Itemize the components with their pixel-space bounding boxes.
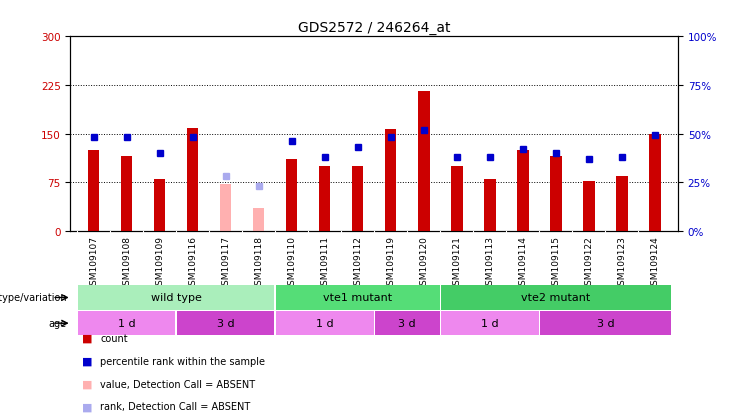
Bar — [352, 166, 364, 231]
Text: GSM109123: GSM109123 — [617, 235, 626, 290]
Bar — [616, 176, 628, 231]
Text: GSM109115: GSM109115 — [551, 235, 560, 290]
Bar — [517, 150, 528, 231]
Bar — [78, 285, 274, 310]
Text: GSM109119: GSM109119 — [386, 235, 395, 290]
Text: 3 d: 3 d — [217, 318, 234, 328]
Text: count: count — [100, 333, 127, 343]
Text: GSM109110: GSM109110 — [288, 235, 296, 290]
Bar — [220, 185, 231, 231]
Bar — [484, 180, 496, 231]
Bar — [87, 150, 99, 231]
Text: 1 d: 1 d — [118, 318, 136, 328]
Bar — [176, 311, 274, 336]
Text: GSM109107: GSM109107 — [89, 235, 98, 290]
Text: GSM109114: GSM109114 — [518, 235, 528, 290]
Text: GSM109118: GSM109118 — [254, 235, 263, 290]
Text: ■: ■ — [82, 356, 92, 366]
Bar — [550, 157, 562, 231]
Text: 1 d: 1 d — [316, 318, 333, 328]
Bar — [649, 134, 661, 231]
Bar — [319, 166, 330, 231]
Text: vte2 mutant: vte2 mutant — [521, 293, 591, 303]
Text: ■: ■ — [82, 379, 92, 389]
Bar — [286, 160, 297, 231]
Bar — [276, 311, 373, 336]
Text: GSM109120: GSM109120 — [419, 235, 428, 290]
Text: vte1 mutant: vte1 mutant — [323, 293, 392, 303]
Text: age: age — [49, 318, 67, 328]
Bar — [276, 285, 439, 310]
Text: GSM109108: GSM109108 — [122, 235, 131, 290]
Bar — [441, 285, 671, 310]
Text: GSM109124: GSM109124 — [651, 235, 659, 290]
Title: GDS2572 / 246264_at: GDS2572 / 246264_at — [298, 21, 451, 35]
Text: 3 d: 3 d — [399, 318, 416, 328]
Bar — [418, 92, 430, 231]
Text: GSM109113: GSM109113 — [485, 235, 494, 290]
Bar — [451, 166, 462, 231]
Text: 3 d: 3 d — [597, 318, 614, 328]
Bar — [253, 209, 265, 231]
Text: percentile rank within the sample: percentile rank within the sample — [100, 356, 265, 366]
Text: wild type: wild type — [150, 293, 202, 303]
Bar — [540, 311, 671, 336]
Bar — [154, 180, 165, 231]
Text: GSM109122: GSM109122 — [585, 235, 594, 290]
Bar — [441, 311, 539, 336]
Text: GSM109111: GSM109111 — [320, 235, 329, 290]
Bar — [583, 181, 594, 231]
Bar — [121, 157, 133, 231]
Bar — [385, 130, 396, 231]
Bar — [78, 311, 176, 336]
Bar — [187, 129, 199, 231]
Text: GSM109121: GSM109121 — [452, 235, 461, 290]
Text: 1 d: 1 d — [481, 318, 499, 328]
Text: genotype/variation: genotype/variation — [0, 293, 67, 303]
Text: GSM109116: GSM109116 — [188, 235, 197, 290]
Text: GSM109109: GSM109109 — [155, 235, 164, 290]
Text: value, Detection Call = ABSENT: value, Detection Call = ABSENT — [100, 379, 255, 389]
Text: rank, Detection Call = ABSENT: rank, Detection Call = ABSENT — [100, 401, 250, 411]
Text: GSM109112: GSM109112 — [353, 235, 362, 290]
Bar — [375, 311, 439, 336]
Text: ■: ■ — [82, 333, 92, 343]
Text: ■: ■ — [82, 401, 92, 411]
Text: GSM109117: GSM109117 — [221, 235, 230, 290]
